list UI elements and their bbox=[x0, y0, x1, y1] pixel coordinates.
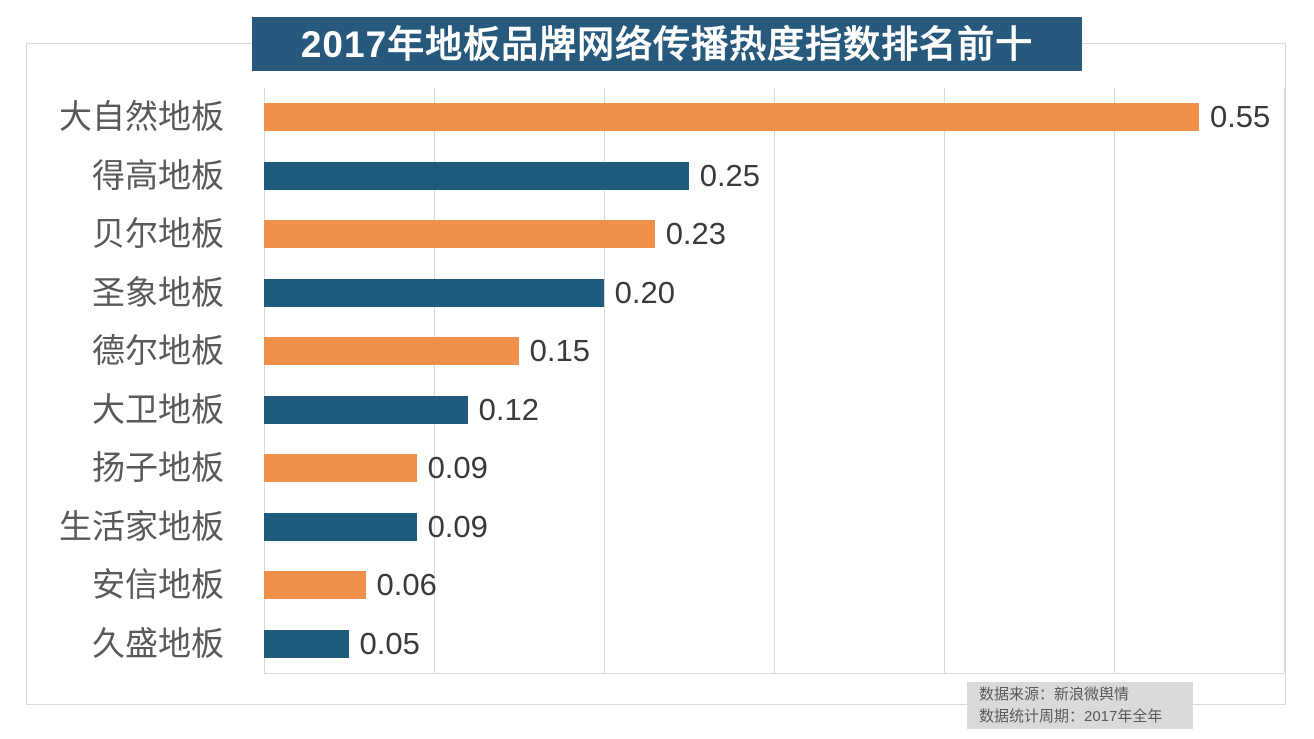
gridline bbox=[1284, 88, 1285, 673]
category-label: 大卫地板 bbox=[92, 390, 224, 428]
category-label: 安信地板 bbox=[92, 566, 224, 604]
category-label: 贝尔地板 bbox=[92, 215, 224, 253]
category-label: 大自然地板 bbox=[59, 98, 224, 136]
value-label: 0.20 bbox=[614, 274, 675, 310]
category-label: 得高地板 bbox=[92, 156, 224, 194]
category-label: 生活家地板 bbox=[59, 507, 224, 545]
value-label: 0.05 bbox=[359, 625, 420, 661]
bar bbox=[263, 337, 519, 366]
bar bbox=[263, 220, 655, 249]
category-label: 圣象地板 bbox=[92, 273, 224, 311]
chart-frame bbox=[26, 43, 1286, 705]
source-note: 数据来源：新浪微舆情 数据统计周期：2017年全年 bbox=[967, 682, 1193, 729]
gridline bbox=[1113, 88, 1115, 673]
gridline bbox=[773, 88, 775, 673]
category-label: 德尔地板 bbox=[92, 332, 224, 370]
value-label: 0.12 bbox=[478, 391, 539, 427]
bar bbox=[263, 571, 366, 600]
category-label: 扬子地板 bbox=[92, 449, 224, 487]
bar bbox=[263, 395, 468, 424]
bar bbox=[263, 278, 604, 307]
value-label: 0.09 bbox=[427, 450, 488, 486]
value-label: 0.23 bbox=[665, 216, 727, 252]
bar bbox=[263, 629, 349, 658]
bar bbox=[263, 103, 1199, 132]
bar bbox=[263, 454, 417, 483]
value-label: 0.06 bbox=[376, 567, 437, 603]
value-label: 0.09 bbox=[427, 508, 488, 544]
bar bbox=[263, 161, 689, 190]
x-axis-line bbox=[263, 673, 1284, 674]
value-label: 0.15 bbox=[529, 333, 590, 369]
gridline bbox=[263, 88, 265, 673]
gridline bbox=[943, 88, 945, 673]
value-label: 0.25 bbox=[699, 157, 761, 193]
source-line: 数据来源：新浪微舆情 bbox=[979, 686, 1130, 703]
period-line: 数据统计周期：2017年全年 bbox=[979, 708, 1163, 725]
chart-title: 2017年地板品牌网络传播热度指数排名前十 bbox=[252, 17, 1082, 71]
category-label: 久盛地板 bbox=[92, 624, 224, 662]
bar bbox=[263, 512, 417, 541]
value-label: 0.55 bbox=[1209, 99, 1271, 135]
gridline bbox=[603, 88, 605, 673]
gridline bbox=[433, 88, 435, 673]
